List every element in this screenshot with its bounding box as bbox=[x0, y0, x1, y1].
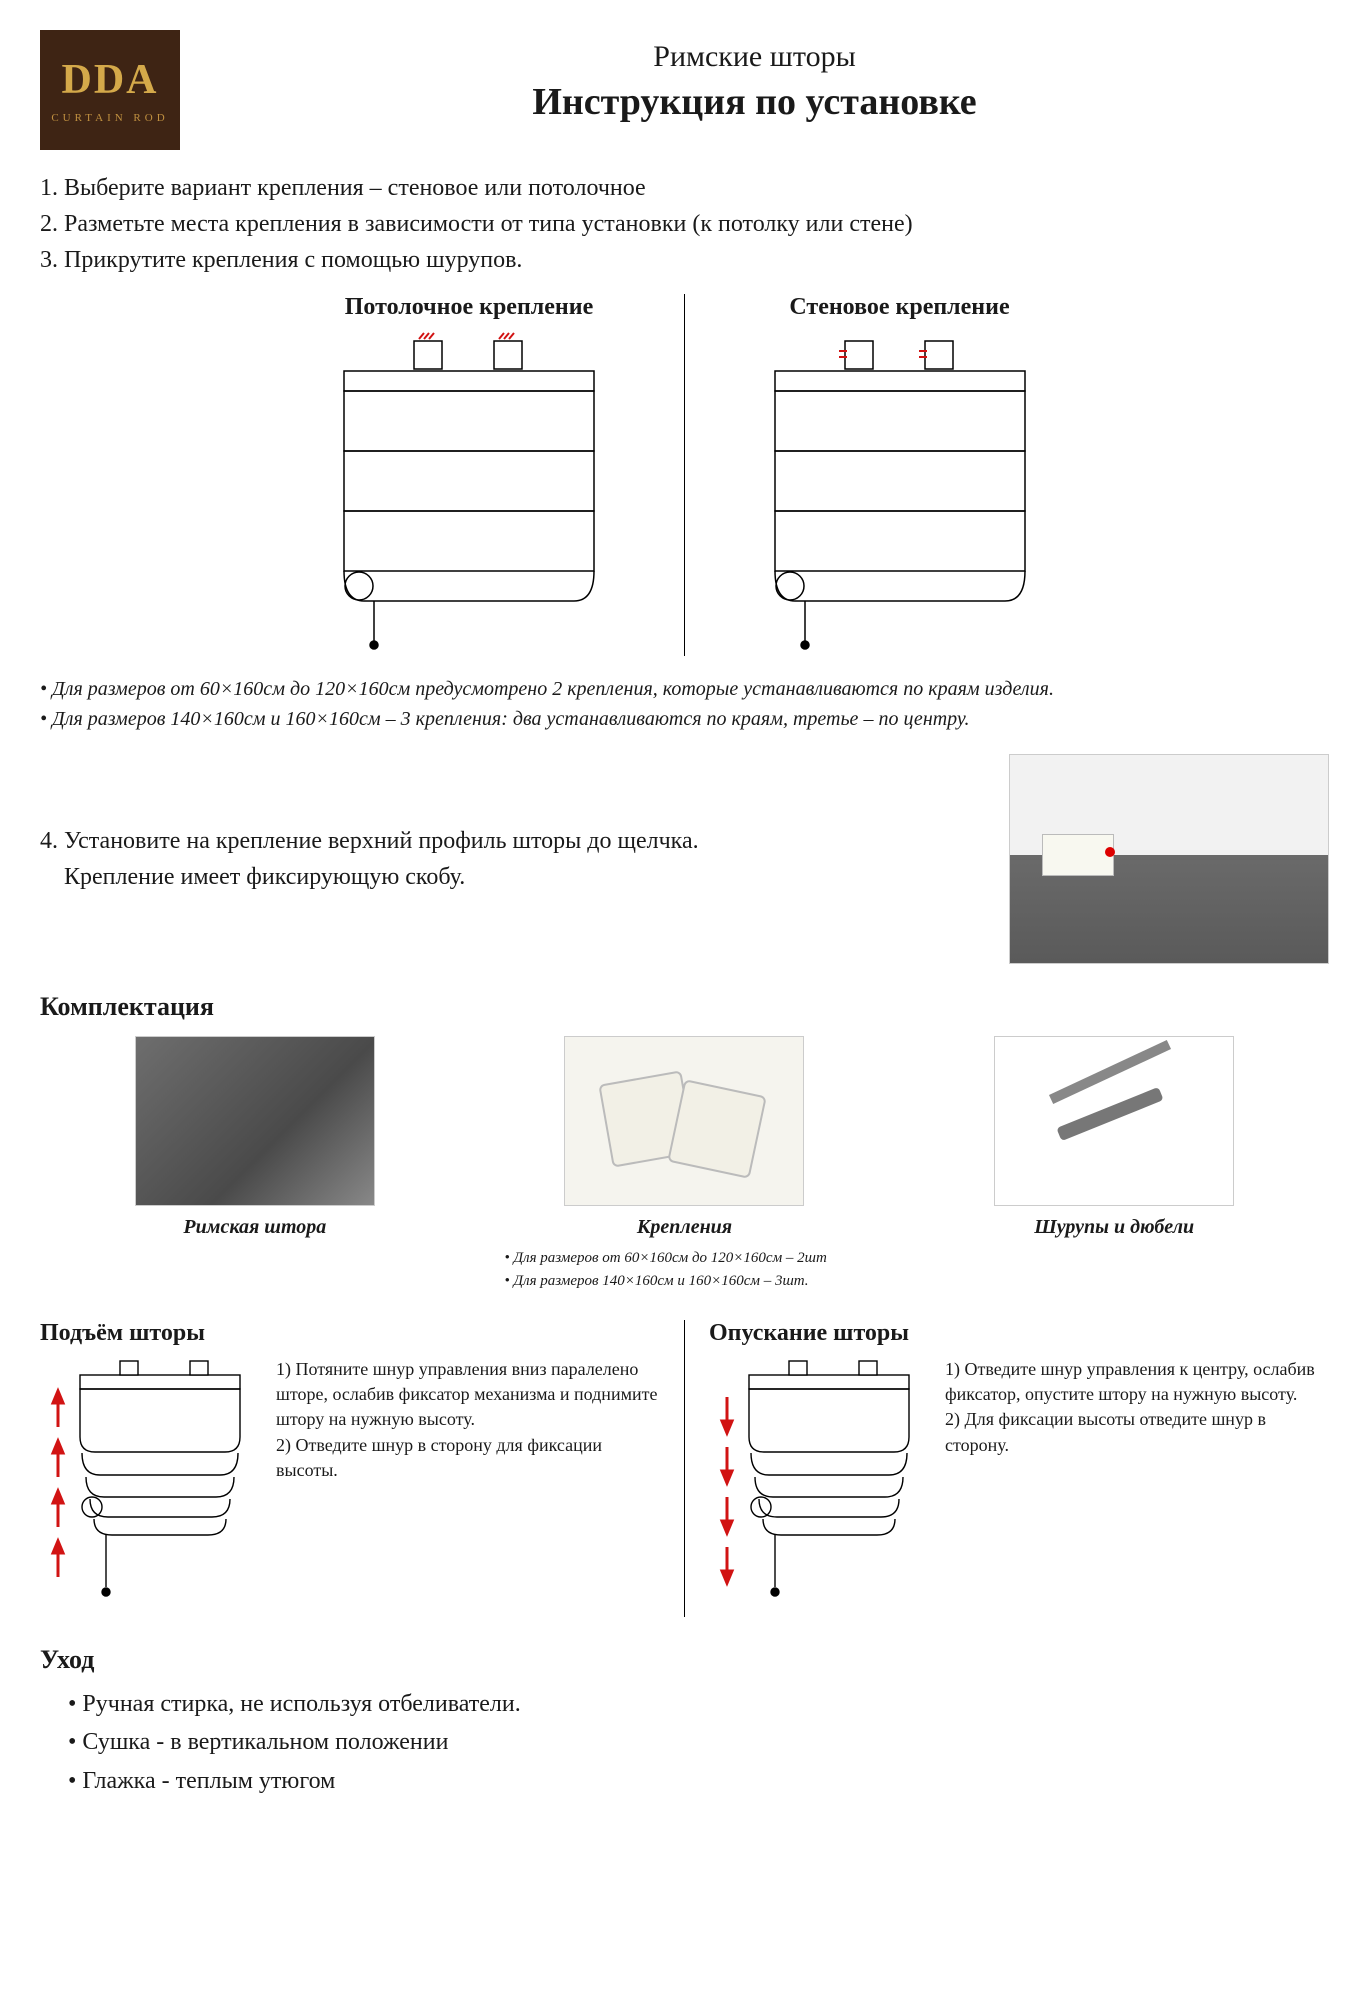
raise-text: 1) Потяните шнур управления вниз паралел… bbox=[276, 1357, 660, 1617]
ceiling-mount-diagram bbox=[304, 331, 634, 651]
kit-item-curtain: Римская штора bbox=[75, 1036, 435, 1239]
logo-main-text: DDA bbox=[62, 56, 159, 104]
install-steps: 1. Выберите вариант крепления – стеновое… bbox=[40, 170, 1329, 278]
wall-mount-col: Стеновое крепление bbox=[685, 294, 1115, 656]
kit-item-screws: Шурупы и дюбели bbox=[934, 1036, 1294, 1239]
document-page: DDA CURTAIN ROD Римские шторы Инструкция… bbox=[0, 0, 1369, 1830]
care-1: • Ручная стирка, не используя отбеливате… bbox=[68, 1685, 1329, 1723]
kit-screws-label: Шурупы и дюбели bbox=[934, 1216, 1294, 1239]
lower-col: Опускание шторы bbox=[685, 1320, 1329, 1617]
title-line2: Инструкция по установке bbox=[180, 80, 1329, 124]
lower-text: 1) Отведите шнур управления к центру, ос… bbox=[945, 1357, 1329, 1617]
mount-notes: • Для размеров от 60×160см до 120×160см … bbox=[40, 674, 1329, 734]
brand-logo: DDA CURTAIN ROD bbox=[40, 30, 180, 150]
note-1: • Для размеров от 60×160см до 120×160см … bbox=[40, 674, 1329, 704]
step-4-row: 4. Установите на крепление верхний профи… bbox=[40, 754, 1329, 964]
raise-title: Подъём шторы bbox=[40, 1320, 660, 1347]
step-4-line1: 4. Установите на крепление верхний профи… bbox=[40, 823, 989, 859]
title-line1: Римские шторы bbox=[180, 40, 1329, 74]
header: DDA CURTAIN ROD Римские шторы Инструкция… bbox=[40, 30, 1329, 150]
wall-mount-title: Стеновое крепление bbox=[685, 294, 1115, 321]
step-3: 3. Прикрутите крепления с помощью шурупо… bbox=[40, 242, 1329, 278]
kit-item-bracket: Крепления • Для размеров от 60×160см до … bbox=[504, 1036, 864, 1292]
raise-step1: 1) Потяните шнур управления вниз паралел… bbox=[276, 1357, 660, 1433]
care-section: Уход • Ручная стирка, не используя отбел… bbox=[40, 1645, 1329, 1800]
mount-variants: Потолочное крепление bbox=[40, 294, 1329, 656]
step-4-text: 4. Установите на крепление верхний профи… bbox=[40, 823, 1009, 895]
kit-screws-image bbox=[994, 1036, 1234, 1206]
lower-step1: 1) Отведите шнур управления к центру, ос… bbox=[945, 1357, 1329, 1407]
lower-diagram bbox=[709, 1357, 929, 1617]
ceiling-mount-title: Потолочное крепление bbox=[255, 294, 684, 321]
wall-mount-diagram bbox=[735, 331, 1065, 651]
lower-title: Опускание шторы bbox=[709, 1320, 1329, 1347]
care-list: • Ручная стирка, не используя отбеливате… bbox=[40, 1685, 1329, 1800]
step-1: 1. Выберите вариант крепления – стеновое… bbox=[40, 170, 1329, 206]
title-area: Римские шторы Инструкция по установке bbox=[180, 30, 1329, 124]
profile-photo bbox=[1009, 754, 1329, 964]
raise-col: Подъём шторы bbox=[40, 1320, 685, 1617]
kit-row: Римская штора Крепления • Для размеров о… bbox=[40, 1036, 1329, 1292]
raise-diagram bbox=[40, 1357, 260, 1617]
care-3: • Глажка - теплым утюгом bbox=[68, 1762, 1329, 1800]
kit-title: Комплектация bbox=[40, 992, 1329, 1022]
logo-sub-text: CURTAIN ROD bbox=[51, 112, 168, 124]
step-2: 2. Разметьте места крепления в зависимос… bbox=[40, 206, 1329, 242]
kit-curtain-label: Римская штора bbox=[75, 1216, 435, 1239]
step-4-line2: Крепление имеет фиксирующую скобу. bbox=[40, 859, 989, 895]
care-title: Уход bbox=[40, 1645, 1329, 1675]
kit-bracket-image bbox=[564, 1036, 804, 1206]
raise-step2: 2) Отведите шнур в сторону для фиксации … bbox=[276, 1433, 660, 1483]
kit-bracket-sub: • Для размеров от 60×160см до 120×160см … bbox=[504, 1247, 864, 1292]
kit-bracket-sub1: • Для размеров от 60×160см до 120×160см … bbox=[504, 1247, 864, 1270]
note-2: • Для размеров 140×160см и 160×160см – 3… bbox=[40, 704, 1329, 734]
care-2: • Сушка - в вертикальном положении bbox=[68, 1723, 1329, 1761]
operate-row: Подъём шторы bbox=[40, 1320, 1329, 1617]
kit-bracket-sub2: • Для размеров 140×160см и 160×160см – 3… bbox=[504, 1270, 864, 1293]
ceiling-mount-col: Потолочное крепление bbox=[255, 294, 685, 656]
kit-curtain-image bbox=[135, 1036, 375, 1206]
lower-step2: 2) Для фиксации высоты отведите шнур в с… bbox=[945, 1407, 1329, 1457]
kit-bracket-label: Крепления bbox=[504, 1216, 864, 1239]
